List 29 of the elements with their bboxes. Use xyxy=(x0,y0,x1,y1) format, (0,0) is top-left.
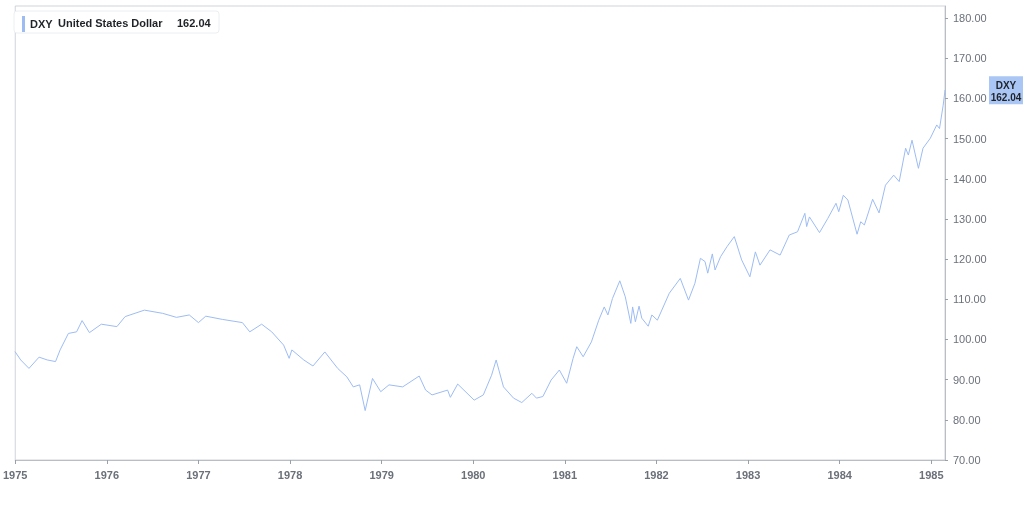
legend-label: DXY xyxy=(30,18,54,30)
y-tick-label: 110.00 xyxy=(953,293,986,306)
x-tick-label: 1984 xyxy=(827,468,853,481)
y-tick-label: 170.00 xyxy=(953,52,987,65)
x-tick-label: 1982 xyxy=(644,468,669,481)
annotation: United States Dollar xyxy=(58,16,164,29)
y-tick-label: 160.00 xyxy=(953,92,987,105)
x-tick-label: 1985 xyxy=(919,468,944,481)
x-tick-label: 1980 xyxy=(461,468,486,481)
y-tick-label: 90.00 xyxy=(953,373,981,386)
y-tick-label: 70.00 xyxy=(953,454,981,466)
text: 162.04 xyxy=(990,91,1022,103)
y-tick-label: 120.00 xyxy=(953,253,987,266)
y-tick-label: 80.00 xyxy=(953,413,981,426)
x-tick-label: 1981 xyxy=(552,468,578,481)
x-tick-label: 1977 xyxy=(186,468,211,481)
y-tick-label: 130.00 xyxy=(953,212,987,225)
y-tick-label: 180.00 xyxy=(953,12,987,25)
x-tick-label: 1983 xyxy=(735,468,761,481)
x-tick-label: 1978 xyxy=(277,468,303,481)
y-tick-label: 100.00 xyxy=(953,333,987,346)
x-tick-label: 1979 xyxy=(369,468,394,481)
x-tick-label: 1976 xyxy=(94,468,120,481)
x-tick-label: 1975 xyxy=(2,468,28,481)
y-tick-label: 140.00 xyxy=(953,172,987,185)
line-series xyxy=(14,89,946,412)
text: DXY xyxy=(995,79,1017,91)
y-tick-label: 150.00 xyxy=(953,132,987,145)
annotation: 162.04 xyxy=(177,16,212,29)
